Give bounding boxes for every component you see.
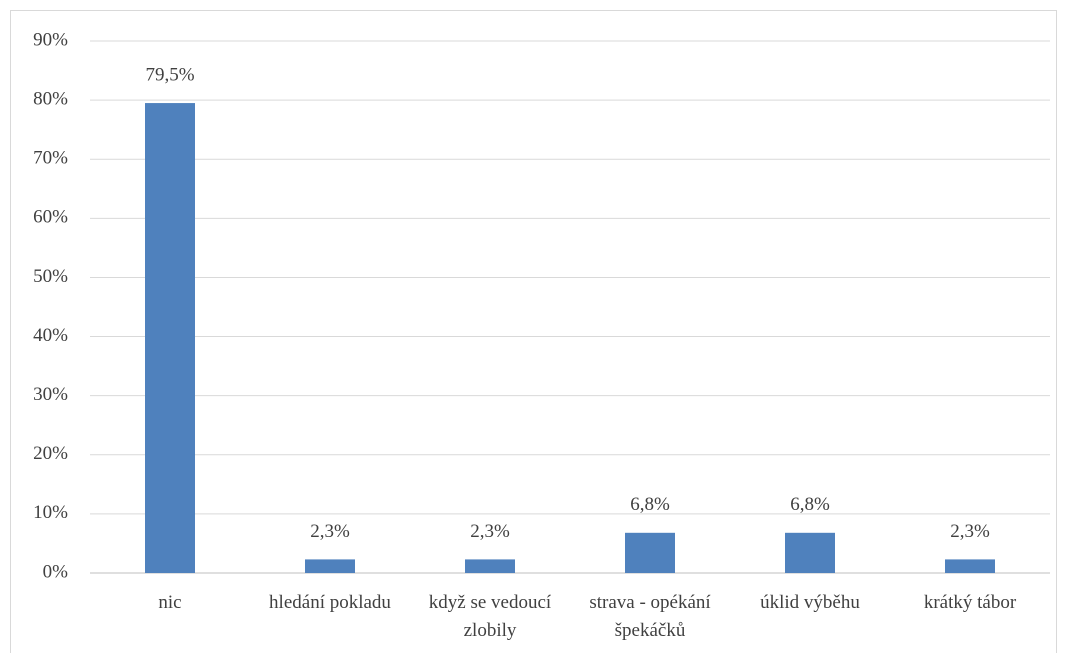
y-tick-label: 30% [33, 384, 68, 405]
y-tick-label: 80% [33, 88, 68, 109]
x-tick-label: krátký tábor [923, 592, 1017, 613]
y-tick-label: 20% [33, 443, 68, 464]
data-label: 2,3% [310, 521, 350, 542]
bar [305, 559, 355, 573]
x-tick-group: hledání pokladu [269, 592, 391, 613]
bar [945, 559, 995, 573]
y-tick-label: 90% [33, 29, 68, 50]
bar [145, 103, 195, 574]
y-tick-label: 70% [33, 148, 68, 169]
x-tick-group: když se vedoucí zlobily [428, 592, 552, 641]
y-tick-label: 60% [33, 207, 68, 228]
x-tick-group: krátký tábor [923, 592, 1017, 613]
y-tick-label: 0% [43, 561, 69, 582]
x-tick-label: když se vedoucí zlobily [428, 592, 552, 641]
data-label: 6,8% [790, 494, 830, 515]
x-tick-group: strava - opékání špekáčků [589, 592, 711, 641]
bar [785, 532, 835, 573]
x-tick-group: úklid výběhu [760, 592, 860, 613]
data-label: 2,3% [950, 521, 990, 542]
x-tick-label: strava - opékání špekáčků [589, 592, 711, 641]
data-label: 2,3% [470, 521, 510, 542]
x-tick-label: hledání pokladu [269, 592, 391, 613]
x-tick-label: nic [158, 592, 182, 613]
y-tick-label: 40% [33, 325, 68, 346]
data-label: 6,8% [630, 494, 670, 515]
data-label: 79,5% [145, 64, 194, 85]
bar [465, 559, 515, 573]
bar [625, 532, 675, 573]
x-tick-label: úklid výběhu [760, 592, 860, 613]
x-tick-group: nic [158, 592, 182, 613]
y-tick-label: 10% [33, 502, 68, 523]
y-tick-label: 50% [33, 266, 68, 287]
